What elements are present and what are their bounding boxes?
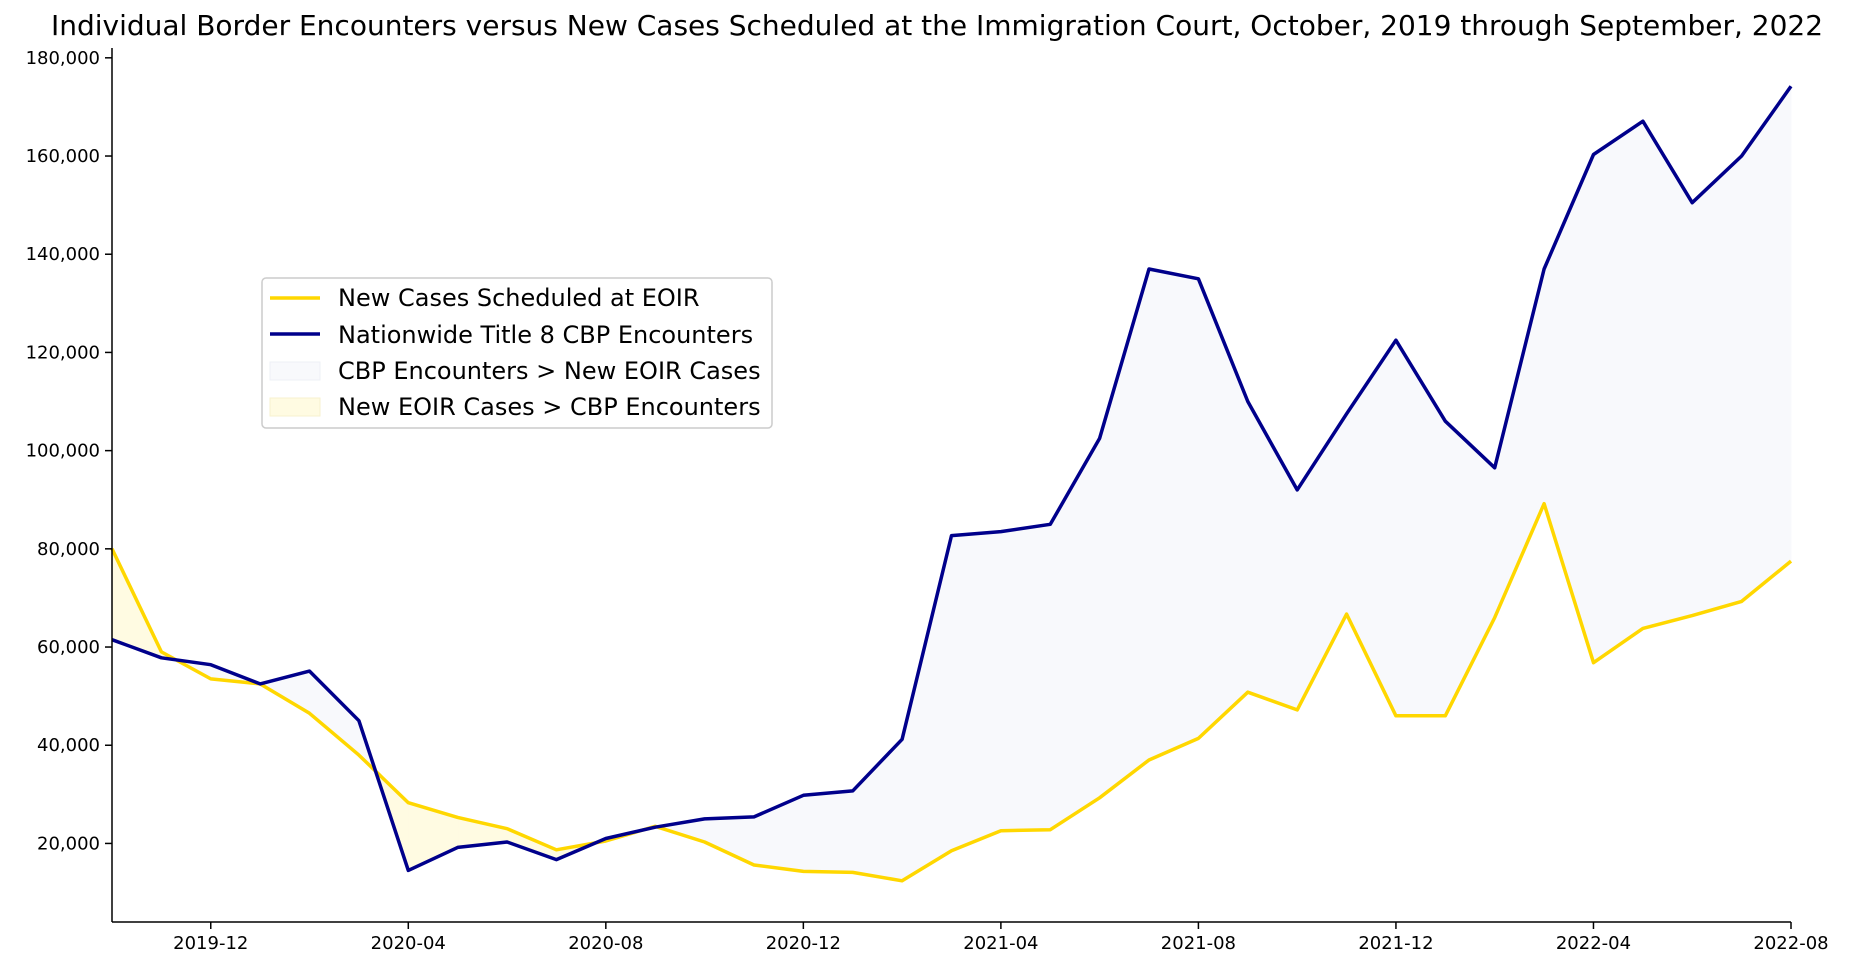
fill-cbp-above-segment xyxy=(1346,338,1397,716)
legend-label-cbp-fill: CBP Encounters > New EOIR Cases xyxy=(338,357,761,385)
fill-cbp-above-segment xyxy=(1198,278,1249,740)
y-tick-label: 80,000 xyxy=(37,539,100,560)
legend-label-eoir: New Cases Scheduled at EOIR xyxy=(338,284,700,312)
fill-cbp-above-segment xyxy=(1000,523,1051,832)
legend-frame xyxy=(261,277,773,429)
y-tick-label: 120,000 xyxy=(26,342,100,363)
series-line-layer xyxy=(110,85,1793,883)
y-tick-label: 100,000 xyxy=(26,441,100,462)
fill-cbp-above-segment xyxy=(1691,155,1742,617)
legend: New Cases Scheduled at EOIR Nationwide T… xyxy=(261,277,773,429)
y-tick-label: 160,000 xyxy=(26,146,100,167)
y-tick-label: 180,000 xyxy=(26,48,100,69)
y-tick-label: 60,000 xyxy=(37,637,100,658)
x-tick-label: 2020-12 xyxy=(766,933,841,954)
x-tick-label: 2021-04 xyxy=(963,933,1038,954)
series-line-cbp xyxy=(111,85,1793,873)
fill-cbp-above-segment xyxy=(1444,420,1496,716)
fill-cbp-above-segment xyxy=(1049,436,1100,831)
fill-cbp-above-segment xyxy=(1148,268,1199,761)
x-axis-ticks: 2019-12 2020-04 2020-08 2020-12 2021-04 2021-… xyxy=(173,922,1829,954)
y-tick-label: 40,000 xyxy=(37,735,100,756)
chart-title: Individual Border Encounters versus New … xyxy=(51,9,1823,42)
fill-cbp-above-segment xyxy=(1593,120,1644,664)
x-tick-label: 2020-04 xyxy=(371,933,446,954)
legend-swatch-eoir-fill xyxy=(269,397,321,417)
fill-cbp-above-segment xyxy=(704,816,755,866)
series-line-eoir xyxy=(110,501,1793,883)
x-tick-label: 2022-04 xyxy=(1556,933,1631,954)
fill-cbp-above-segment xyxy=(1395,338,1446,717)
x-tick-label: 2019-12 xyxy=(173,933,248,954)
fill-cbp-above-segment xyxy=(803,790,854,873)
y-tick-label: 20,000 xyxy=(37,833,100,854)
x-tick-label: 2020-08 xyxy=(568,933,643,954)
y-tick-label: 140,000 xyxy=(26,244,100,265)
fill-cbp-above-segment xyxy=(1741,85,1792,603)
fill-cbp-above-segment xyxy=(951,531,1002,852)
fill-cbp-above-segment xyxy=(852,738,903,882)
fill-cbp-above-segment xyxy=(1642,119,1693,629)
x-tick-label: 2021-12 xyxy=(1358,933,1433,954)
legend-swatch-cbp-fill xyxy=(269,361,321,381)
y-axis-ticks: 20,000 40,000 60,000 80,000 100,000 120,000 14… xyxy=(26,48,112,854)
legend-label-cbp: Nationwide Title 8 CBP Encounters xyxy=(338,321,753,349)
x-tick-label: 2021-08 xyxy=(1161,933,1236,954)
legend-label-eoir-fill: New EOIR Cases > CBP Encounters xyxy=(338,393,761,421)
x-tick-label: 2022-08 xyxy=(1753,933,1828,954)
